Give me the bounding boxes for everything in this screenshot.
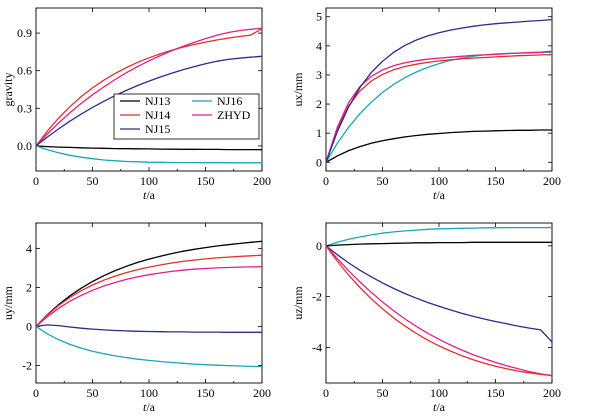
x-tick-label: 100: [430, 386, 448, 400]
series-line-uy-2: [35, 266, 263, 327]
axes-frame: [325, 222, 553, 384]
y-tick-label: 0.0: [17, 139, 32, 153]
x-tick-label: 150: [197, 174, 215, 188]
x-axis-label: t/a: [143, 188, 156, 202]
legend-label-nj13: NJ13: [145, 94, 170, 108]
series-line-ux-0: [325, 129, 552, 163]
y-axis-label: uy/mm: [1, 285, 15, 320]
x-tick-label: 0: [323, 174, 329, 188]
x-tick-label: 200: [253, 386, 271, 400]
series-line-nj14: [35, 28, 263, 147]
x-tick-label: 200: [253, 174, 271, 188]
y-tick-label: 2: [316, 97, 322, 111]
y-tick-label: -4: [312, 340, 322, 354]
series-line-ux-4: [325, 18, 553, 163]
legend-label-nj15: NJ15: [145, 122, 170, 136]
axes-frame: [35, 222, 263, 384]
panel-ux: 0 50 100 150 200 0 1 2 3 4 5 t/a ux/mm: [291, 7, 561, 202]
series-line-uz-4: [325, 245, 553, 377]
x-tick-label: 0: [323, 386, 329, 400]
y-axis-label: gravity: [1, 73, 15, 107]
x-tick-label: 0: [33, 174, 39, 188]
legend-label-zhyd: ZHYD: [217, 108, 251, 122]
y-tick-label: 2: [26, 280, 32, 294]
x-tick-label: 50: [377, 386, 389, 400]
x-tick-label: 50: [87, 174, 99, 188]
series-line-ux-1: [325, 51, 553, 163]
x-axis-label: t/a: [433, 400, 446, 414]
y-tick-label: 0.3: [17, 101, 32, 115]
x-tick-label: 150: [487, 386, 505, 400]
y-tick-label: 1: [316, 126, 322, 140]
series-line-uy-4: [35, 325, 263, 368]
legend: NJ13 NJ16 NJ14 ZHYD NJ15: [113, 93, 260, 140]
series-line-zhyd: [35, 27, 263, 147]
y-tick-label: 0: [26, 319, 32, 333]
legend-label-nj14: NJ14: [145, 108, 170, 122]
y-tick-label: 5: [316, 10, 322, 24]
series-line-ux-3: [325, 50, 553, 163]
x-tick-label: 50: [377, 174, 389, 188]
x-tick-label: 100: [140, 386, 158, 400]
y-axis-label: uz/mm: [291, 286, 305, 320]
legend-label-nj16: NJ16: [217, 94, 242, 108]
x-axis-label: t/a: [433, 188, 446, 202]
x-tick-label: 50: [87, 386, 99, 400]
x-tick-label: 200: [543, 174, 561, 188]
x-tick-label: 100: [140, 174, 158, 188]
y-tick-label: -2: [312, 290, 322, 304]
series-line-uz-2: [325, 245, 553, 343]
y-tick-label: 4: [316, 39, 322, 53]
x-tick-label: 150: [487, 174, 505, 188]
y-tick-label: 0: [316, 239, 322, 253]
x-axis-label: t/a: [143, 400, 156, 414]
x-tick-label: 100: [430, 174, 448, 188]
y-tick-label: 4: [26, 241, 32, 255]
y-tick-label: 0.6: [17, 64, 32, 78]
y-tick-label: 0: [316, 155, 322, 169]
x-tick-label: 0: [33, 386, 39, 400]
series-line-nj15: [35, 55, 263, 147]
y-tick-label: 3: [316, 68, 322, 82]
y-tick-label: -2: [22, 358, 32, 372]
series-line-ux-2: [325, 53, 553, 163]
x-tick-label: 150: [197, 386, 215, 400]
y-tick-label: 0.9: [17, 26, 32, 40]
series-line-uy-0: [35, 240, 263, 327]
series-line-uy-3: [35, 324, 262, 333]
series-line-uz-0: [325, 226, 552, 247]
y-axis-label: ux/mm: [291, 72, 305, 107]
series-line-uz-3: [325, 245, 553, 377]
panel-uz: 0 50 100 150 200 -4 -2 0 t/a uz/mm: [291, 222, 561, 414]
series-line-uz-1: [325, 241, 552, 247]
series-line-nj16: [35, 145, 262, 164]
x-tick-label: 200: [543, 386, 561, 400]
series-line-uy-1: [35, 254, 263, 327]
series-line-nj13: [35, 145, 263, 151]
